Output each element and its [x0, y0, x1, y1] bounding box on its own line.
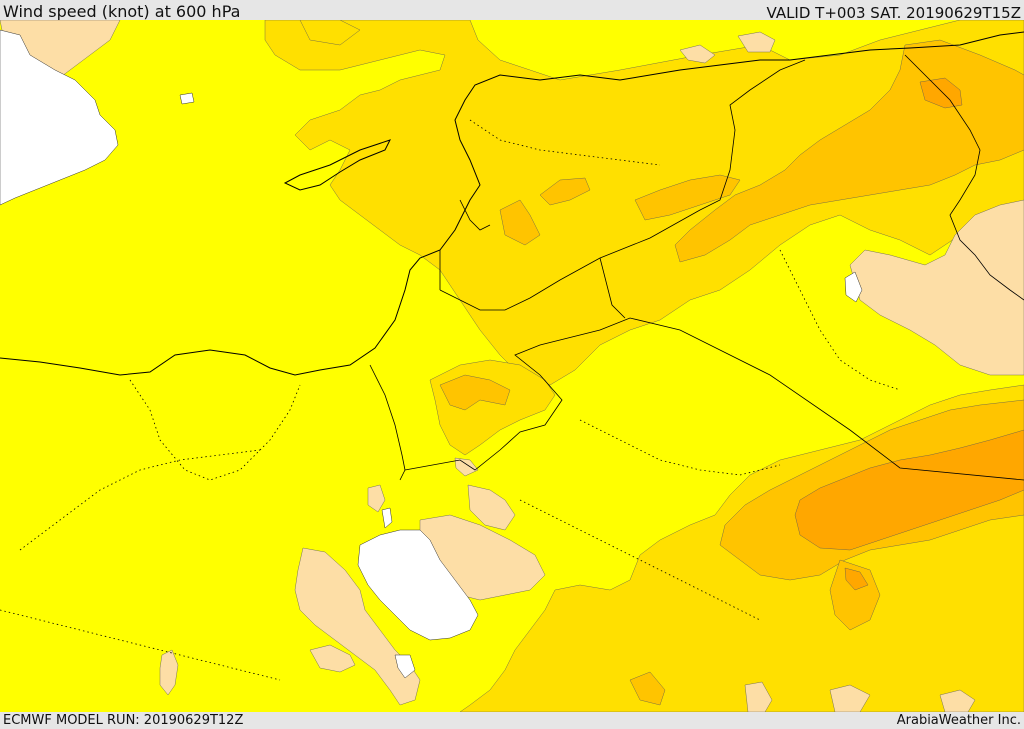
country-borders: [369, 54, 1024, 481]
valid-time-label: VALID T+003 SAT. 20190629T15Z: [766, 4, 1021, 22]
province-borders: [0, 119, 901, 681]
coastlines: [0, 31, 1024, 376]
model-run-label: ECMWF MODEL RUN: 20190629T12Z: [3, 713, 244, 728]
map-title: Wind speed (knot) at 600 hPa: [3, 2, 241, 21]
map-canvas: [0, 20, 1024, 712]
calm-wind-areas: [0, 20, 1024, 712]
no-data-areas: [0, 29, 863, 679]
header-bar: Wind speed (knot) at 600 hPa VALID T+003…: [0, 0, 1024, 22]
wind-band-level-4: [794, 77, 1024, 591]
credit-label: ArabiaWeather Inc.: [896, 713, 1021, 728]
footer-bar: ECMWF MODEL RUN: 20190629T12Z ArabiaWeat…: [0, 712, 1024, 729]
wind-speed-map: [0, 20, 1024, 712]
